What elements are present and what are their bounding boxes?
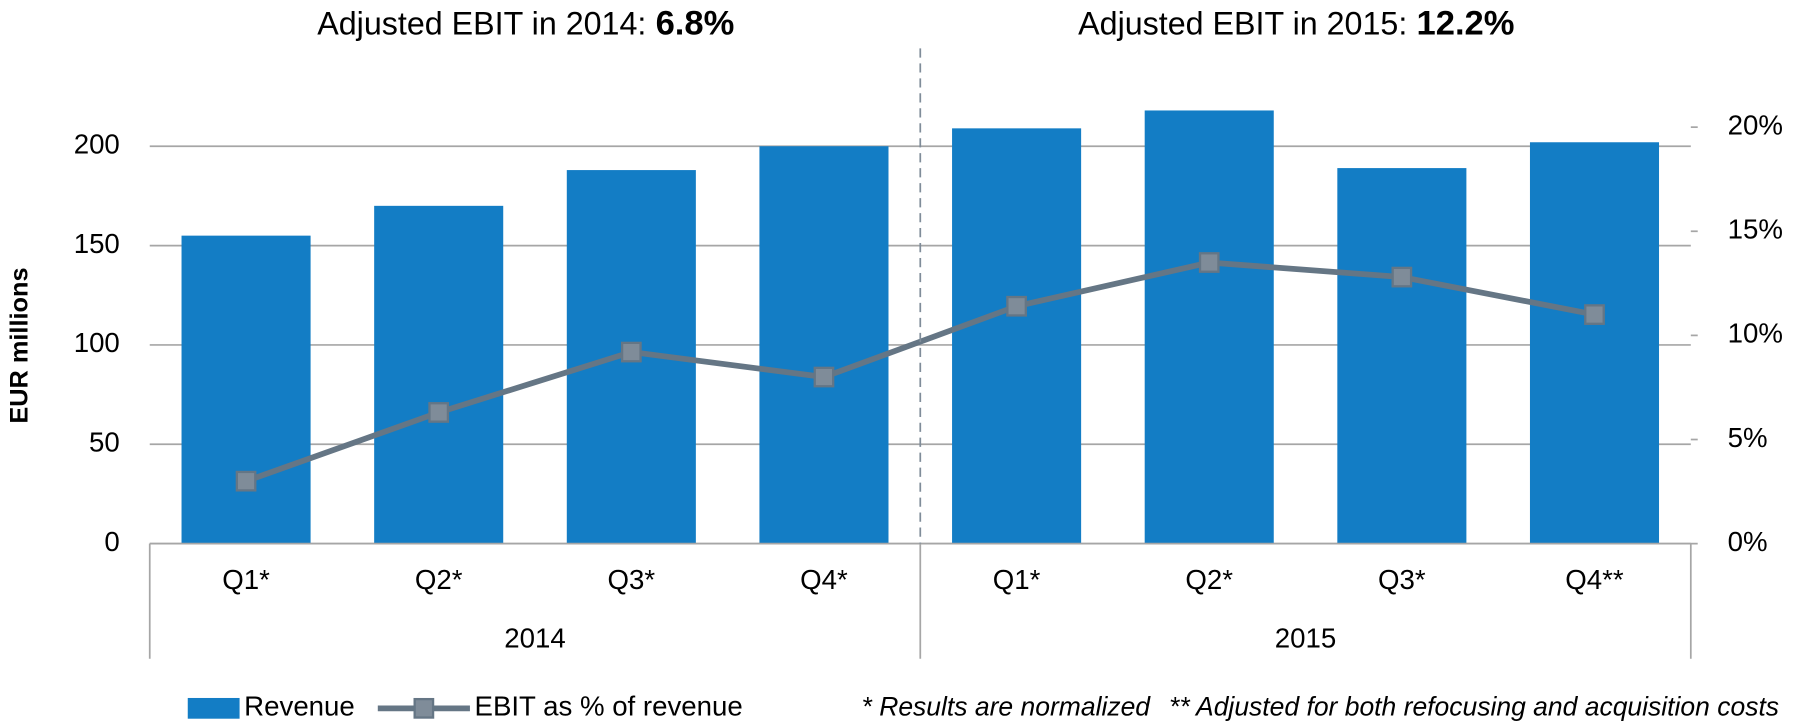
x-tick-label: Q3* [1378,564,1426,595]
y2-tick-label: 20% [1728,109,1783,140]
bar [1144,110,1274,544]
panel-title-value: 12.2% [1417,4,1515,42]
bar [1529,142,1660,544]
y-tick-label: 0 [104,526,119,557]
y-tick-label: 200 [74,129,120,160]
group-label: 2014 [504,623,565,654]
panel-title-value: 6.8% [656,4,735,42]
y2-tick-label: 15% [1728,214,1783,245]
panel-title: Adjusted EBIT in 2015: 12.2% [1078,4,1514,42]
line-marker [235,470,257,492]
legend-swatch [187,697,240,719]
legend-label: EBIT as % of revenue [475,691,743,722]
x-tick-label: Q2* [415,564,463,595]
bar [374,205,504,544]
x-tick-label: Q4* [800,564,848,595]
y-tick-label: 100 [74,327,120,358]
y-tick-label: 150 [74,228,120,259]
y-axis-title: EUR millions [5,267,33,423]
y2-tick-label: 0% [1728,526,1768,557]
y2-tick-label: 5% [1728,422,1768,453]
bar [1337,168,1467,544]
panel-title-text: Adjusted EBIT in 2014: [317,5,646,41]
line-marker [813,366,835,388]
x-tick-label: Q1* [993,564,1041,595]
group-label: 2015 [1275,623,1336,654]
line-marker [1391,266,1413,288]
x-tick-label: Q1* [222,564,270,595]
footnote: ** Adjusted for both refocusing and acqu… [1169,691,1779,721]
x-tick-label: Q4** [1565,564,1624,595]
panel-title-text: Adjusted EBIT in 2015: [1078,5,1407,41]
panel-title: Adjusted EBIT in 2014: 6.8% [317,4,734,42]
line-marker [1006,295,1027,317]
x-tick-label: Q2* [1185,564,1233,595]
y-tick-label: 50 [89,427,120,458]
bar [952,128,1082,544]
line-marker [1198,252,1220,273]
y2-tick-label: 10% [1728,318,1783,349]
x-tick-label: Q3* [608,564,656,595]
line-marker [1584,304,1605,325]
line-marker [620,341,642,363]
footnote: * Results are normalized [862,691,1152,721]
legend-marker [413,697,435,719]
line-marker [428,402,450,423]
bar [181,235,311,544]
bar [759,146,889,544]
legend-label: Revenue [244,691,355,722]
